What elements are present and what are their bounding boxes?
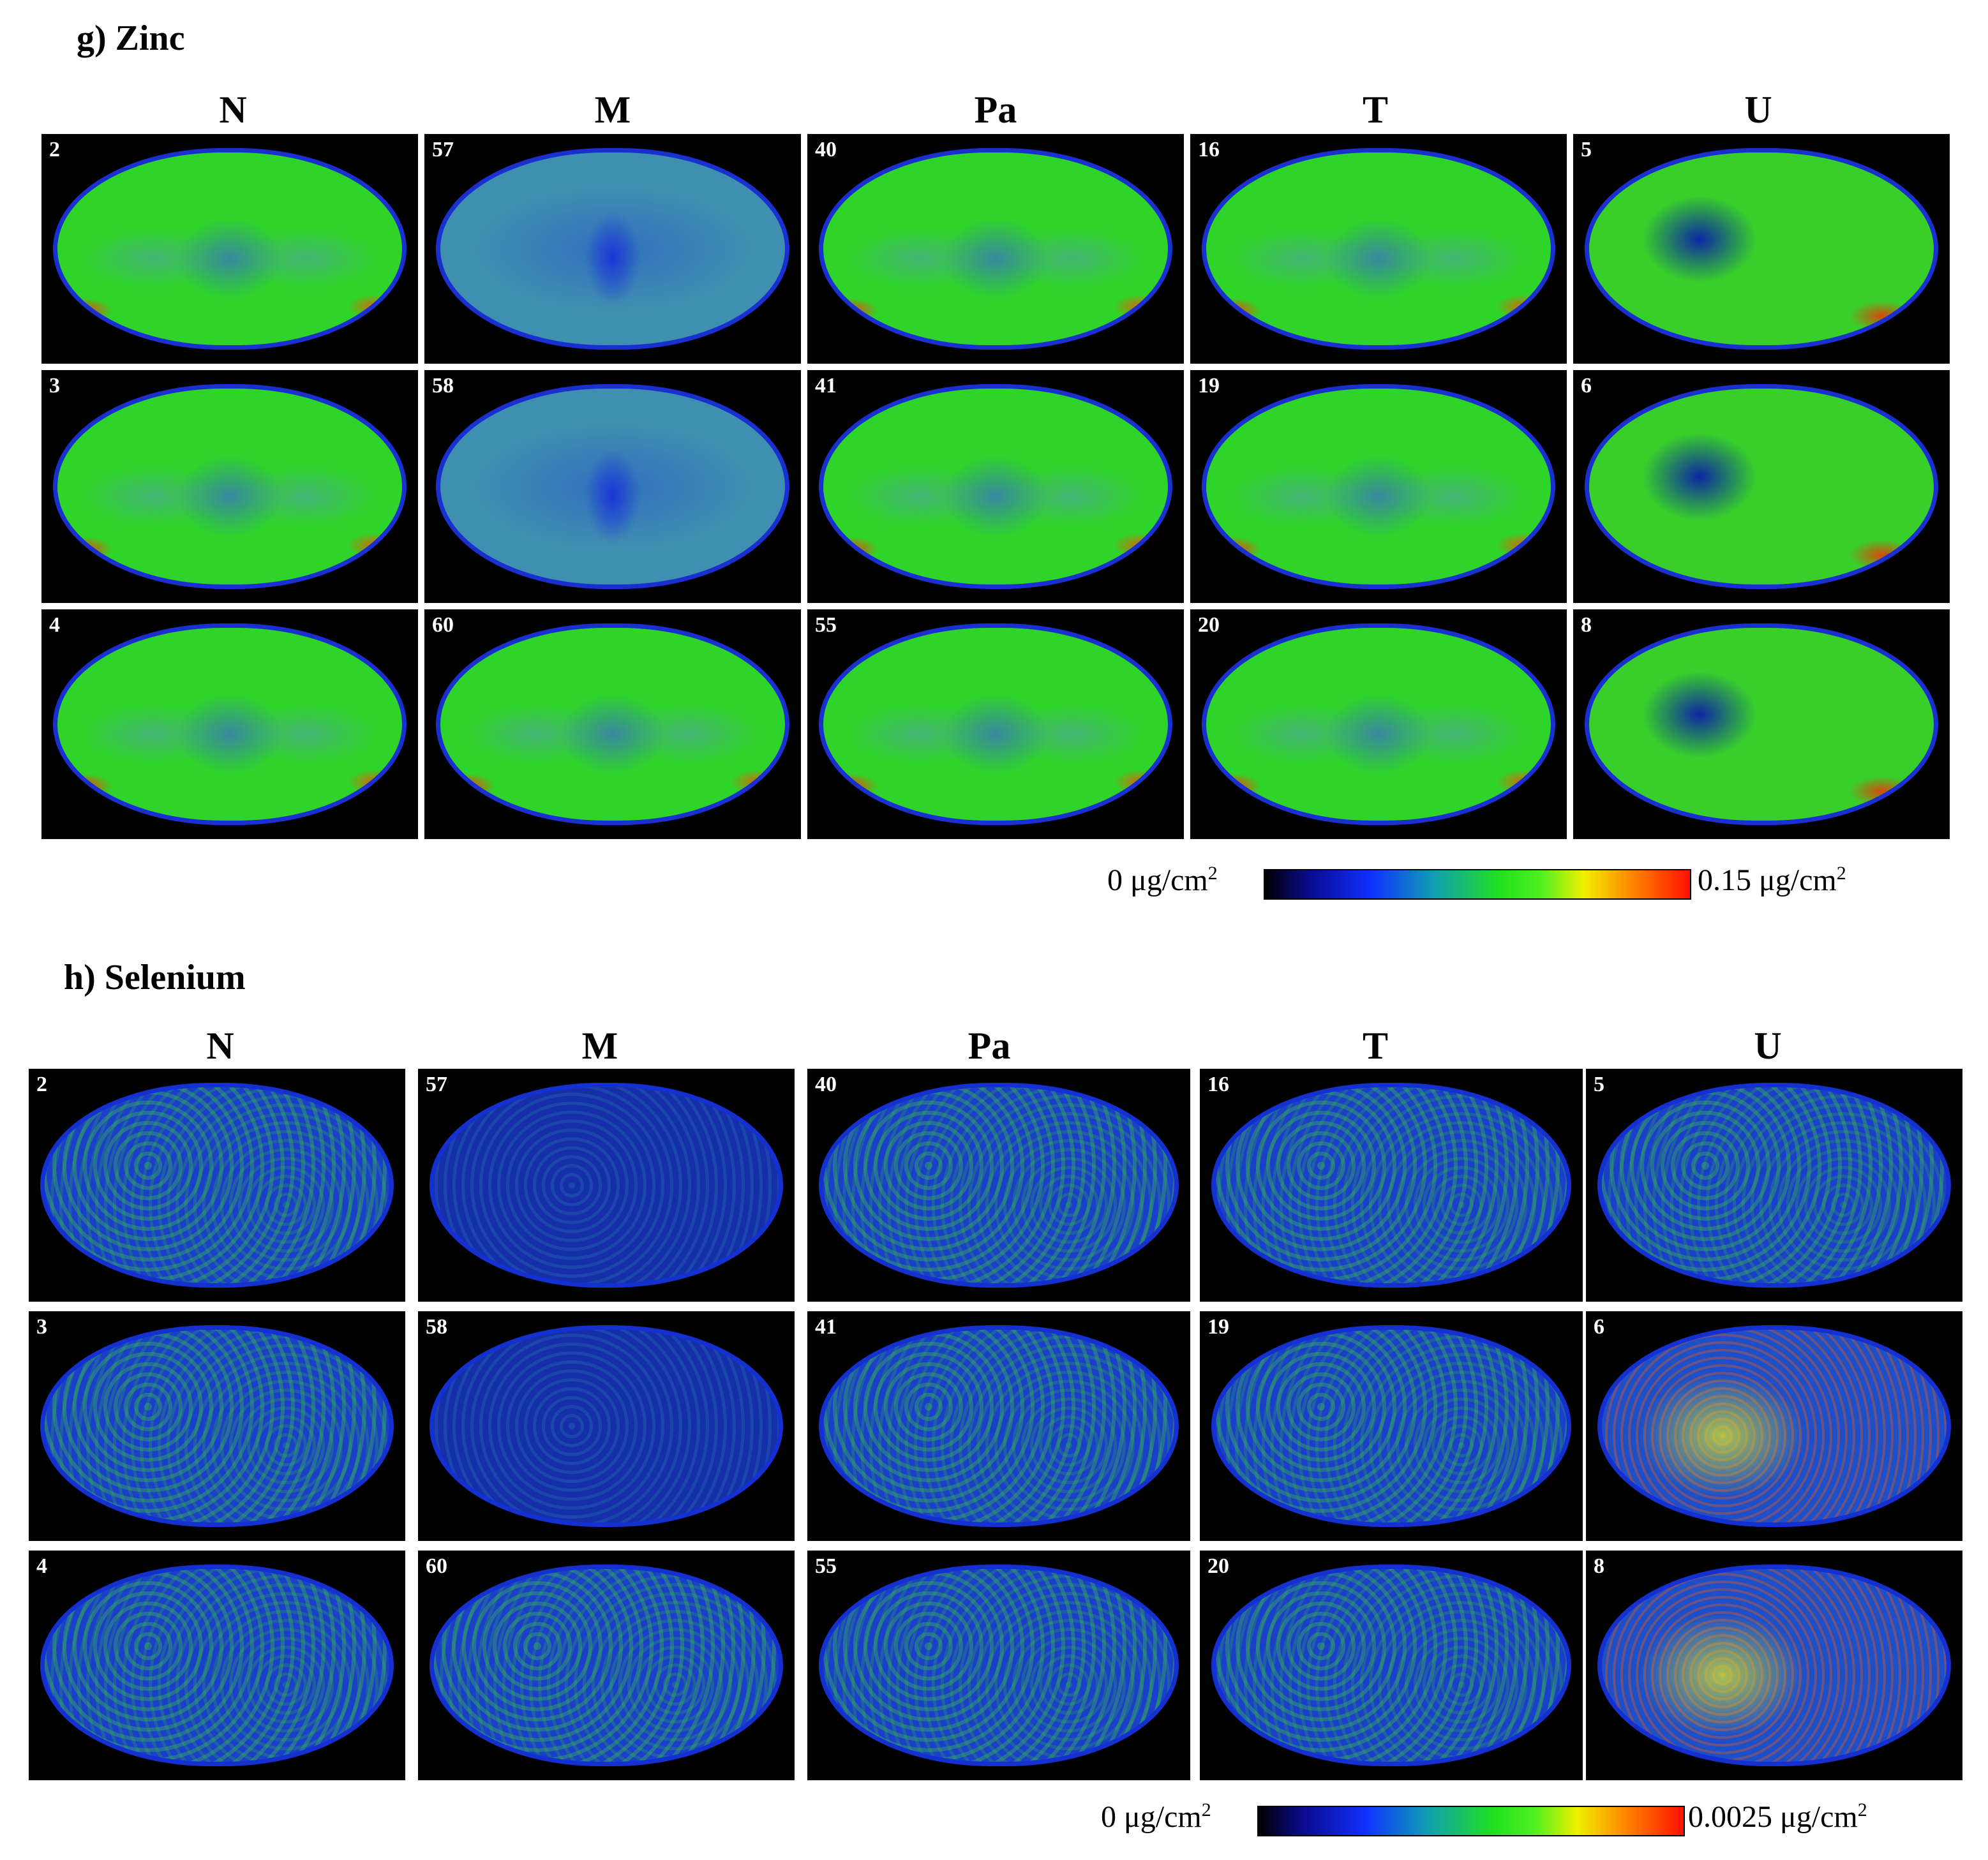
panel-number: 6 — [1581, 374, 1592, 398]
zinc-col-pa: Pa — [974, 89, 1017, 131]
selenium-col-m: M — [581, 1025, 618, 1067]
selenium-col-pa: Pa — [968, 1025, 1011, 1067]
selenium-panel-pa-r1: 40 — [807, 1069, 1190, 1302]
selenium-col-t: T — [1362, 1025, 1389, 1067]
panel-number: 55 — [815, 613, 837, 637]
panel-number: 57 — [432, 138, 454, 161]
panel-number: 2 — [36, 1073, 47, 1096]
selenium-panel-n-r1: 2 — [29, 1069, 405, 1302]
panel-number: 58 — [426, 1315, 447, 1339]
zinc-panel-u-r3: 8 — [1573, 609, 1950, 839]
selenium-panel-t-r2: 19 — [1200, 1311, 1583, 1541]
selenium-panel-n-r2: 3 — [29, 1311, 405, 1541]
selenium-panel-t-r1: 16 — [1200, 1069, 1583, 1302]
zinc-panel-n-r2: 3 — [41, 370, 418, 603]
selenium-colorbar — [1257, 1806, 1685, 1836]
panel-number: 58 — [432, 374, 454, 398]
selenium-colorbar-min-label: 0 μg/cm2 — [1101, 1799, 1211, 1834]
selenium-panel-m-r3: 60 — [418, 1551, 795, 1780]
panel-number: 5 — [1594, 1073, 1604, 1096]
panel-number: 6 — [1594, 1315, 1604, 1339]
panel-number: 4 — [36, 1554, 47, 1578]
panel-number: 55 — [815, 1554, 837, 1578]
zinc-panel-m-r2: 58 — [424, 370, 801, 603]
panel-number: 40 — [815, 1073, 837, 1096]
panel-number: 19 — [1207, 1315, 1229, 1339]
zinc-colorbar-max-label: 0.15 μg/cm2 — [1698, 863, 1846, 897]
selenium-panel-m-r1: 57 — [418, 1069, 795, 1302]
zinc-col-u: U — [1744, 89, 1772, 131]
zinc-panel-m-r3: 60 — [424, 609, 801, 839]
zinc-panel-u-r1: 5 — [1573, 134, 1950, 364]
zinc-panel-pa-r1: 40 — [807, 134, 1184, 364]
selenium-panel-u-r1: 5 — [1586, 1069, 1962, 1302]
zinc-panel-t-r3: 20 — [1190, 609, 1567, 839]
panel-number: 2 — [49, 138, 60, 161]
selenium-panel-m-r2: 58 — [418, 1311, 795, 1541]
zinc-panel-n-r3: 4 — [41, 609, 418, 839]
panel-number: 4 — [49, 613, 60, 637]
panel-number: 8 — [1594, 1554, 1604, 1578]
zinc-panel-u-r2: 6 — [1573, 370, 1950, 603]
panel-number: 20 — [1207, 1554, 1229, 1578]
selenium-section-title: h) Selenium — [64, 958, 246, 997]
panel-number: 57 — [426, 1073, 447, 1096]
zinc-colorbar-min-label: 0 μg/cm2 — [1107, 863, 1218, 897]
panel-number: 19 — [1198, 374, 1220, 398]
zinc-col-t: T — [1362, 89, 1389, 131]
panel-number: 20 — [1198, 613, 1220, 637]
selenium-panel-u-r2: 6 — [1586, 1311, 1962, 1541]
zinc-panel-pa-r3: 55 — [807, 609, 1184, 839]
selenium-panel-pa-r2: 41 — [807, 1311, 1190, 1541]
zinc-panel-t-r2: 19 — [1190, 370, 1567, 603]
panel-number: 60 — [432, 613, 454, 637]
zinc-panel-n-r1: 2 — [41, 134, 418, 364]
panel-number: 3 — [49, 374, 60, 398]
zinc-panel-m-r1: 57 — [424, 134, 801, 364]
zinc-colorbar — [1264, 869, 1691, 900]
zinc-panel-pa-r2: 41 — [807, 370, 1184, 603]
selenium-panel-n-r3: 4 — [29, 1551, 405, 1780]
selenium-colorbar-max-label: 0.0025 μg/cm2 — [1688, 1799, 1867, 1834]
selenium-col-u: U — [1754, 1025, 1782, 1067]
panel-number: 3 — [36, 1315, 47, 1339]
panel-number: 16 — [1198, 138, 1220, 161]
panel-number: 8 — [1581, 613, 1592, 637]
selenium-col-n: N — [206, 1025, 234, 1067]
panel-number: 41 — [815, 374, 837, 398]
panel-number: 60 — [426, 1554, 447, 1578]
selenium-panel-pa-r3: 55 — [807, 1551, 1190, 1780]
zinc-section-title: g) Zinc — [77, 19, 185, 58]
selenium-panel-u-r3: 8 — [1586, 1551, 1962, 1780]
selenium-panel-t-r3: 20 — [1200, 1551, 1583, 1780]
panel-number: 41 — [815, 1315, 837, 1339]
zinc-col-n: N — [219, 89, 247, 131]
zinc-panel-t-r1: 16 — [1190, 134, 1567, 364]
zinc-col-m: M — [594, 89, 631, 131]
panel-number: 5 — [1581, 138, 1592, 161]
panel-number: 40 — [815, 138, 837, 161]
panel-number: 16 — [1207, 1073, 1229, 1096]
